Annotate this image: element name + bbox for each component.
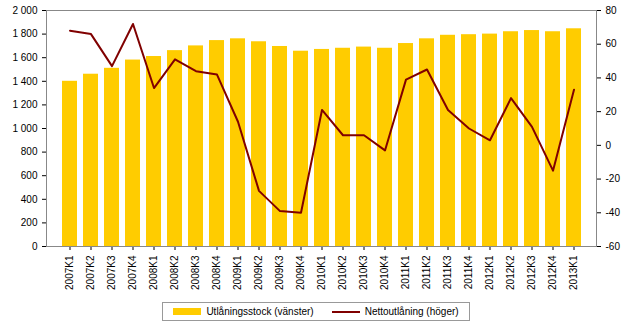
- svg-text:2009K1: 2009K1: [232, 255, 243, 290]
- svg-text:2007K4: 2007K4: [127, 255, 138, 290]
- svg-text:2010K2: 2010K2: [337, 255, 348, 290]
- svg-text:-60: -60: [606, 241, 621, 252]
- svg-text:2007K3: 2007K3: [106, 255, 117, 290]
- html-text:Utlåningsstock (vänster): Utlåningsstock (vänster): [206, 306, 314, 317]
- svg-text:2010K4: 2010K4: [379, 255, 390, 290]
- svg-text:2012K3: 2012K3: [526, 255, 537, 290]
- svg-text:2012K2: 2012K2: [505, 255, 516, 290]
- svg-text:2011K2: 2011K2: [421, 255, 432, 289]
- svg-text:2008K3: 2008K3: [190, 255, 201, 290]
- svg-text:400: 400: [21, 194, 38, 205]
- svg-text:800: 800: [21, 146, 38, 157]
- svg-text:2010K1: 2010K1: [316, 255, 327, 290]
- svg-text:2011K4: 2011K4: [463, 255, 474, 289]
- svg-text:2007K2: 2007K2: [85, 255, 96, 290]
- svg-text:-20: -20: [606, 173, 621, 184]
- svg-text:2009K3: 2009K3: [274, 255, 285, 290]
- svg-text:2008K2: 2008K2: [169, 255, 180, 290]
- svg-text:1 400: 1 400: [12, 76, 37, 87]
- svg-text:200: 200: [21, 217, 38, 228]
- svg-text:2012K4: 2012K4: [547, 255, 558, 290]
- html-text:Nettoutlåning (höger): Nettoutlåning (höger): [364, 306, 459, 317]
- svg-text:2013K1: 2013K1: [568, 255, 579, 290]
- svg-text:2011K1: 2011K1: [400, 255, 411, 289]
- svg-text:600: 600: [21, 170, 38, 181]
- svg-text:2007K1: 2007K1: [64, 255, 75, 290]
- svg-text:1 200: 1 200: [12, 99, 37, 110]
- svg-text:0: 0: [606, 140, 612, 151]
- svg-text:2009K2: 2009K2: [253, 255, 264, 290]
- svg-text:2008K1: 2008K1: [148, 255, 159, 290]
- svg-text:0: 0: [32, 241, 38, 252]
- svg-text:2010K3: 2010K3: [358, 255, 369, 290]
- svg-text:2011K3: 2011K3: [442, 255, 453, 289]
- svg-text:2009K4: 2009K4: [295, 255, 306, 290]
- svg-text:-40: -40: [606, 207, 621, 218]
- svg-text:40: 40: [606, 72, 618, 83]
- svg-text:20: 20: [606, 106, 618, 117]
- svg-text:2 000: 2 000: [12, 5, 37, 16]
- svg-text:80: 80: [606, 5, 618, 16]
- svg-text:1 800: 1 800: [12, 28, 37, 39]
- svg-text:2012K1: 2012K1: [484, 255, 495, 290]
- svg-text:2008K4: 2008K4: [211, 255, 222, 290]
- svg-text:1 000: 1 000: [12, 123, 37, 134]
- svg-text:60: 60: [606, 38, 618, 49]
- svg-text:1 600: 1 600: [12, 52, 37, 63]
